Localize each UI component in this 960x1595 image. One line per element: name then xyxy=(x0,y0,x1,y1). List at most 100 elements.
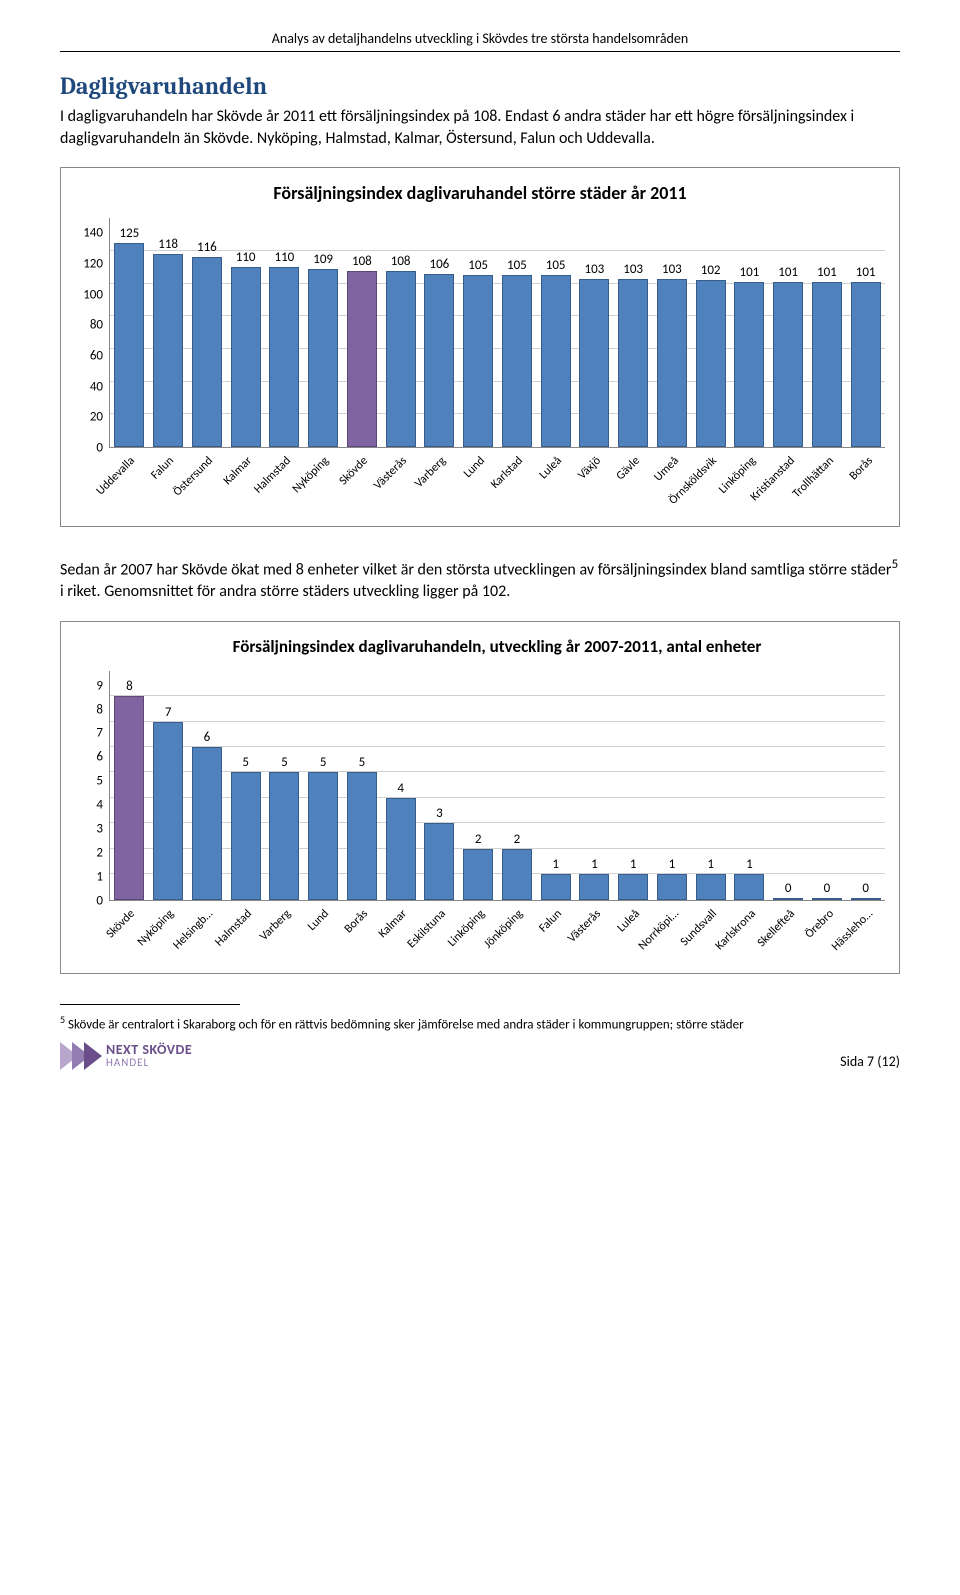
bar: 7 xyxy=(153,722,183,900)
chart-1: Försäljningsindex daglivaruhandel större… xyxy=(60,167,900,527)
bar: 2 xyxy=(502,849,532,900)
bar-value-label: 5 xyxy=(320,755,327,770)
bar: 1 xyxy=(618,874,648,899)
bar-value-label: 1 xyxy=(707,857,714,872)
bar: 5 xyxy=(347,772,377,899)
y-tick: 60 xyxy=(75,349,103,364)
bar: 105 xyxy=(463,275,493,447)
bar: 101 xyxy=(734,282,764,447)
bar-value-label: 102 xyxy=(701,263,721,278)
y-tick: 20 xyxy=(75,410,103,425)
bar-value-label: 103 xyxy=(623,262,643,277)
bar-value-label: 6 xyxy=(204,730,211,745)
bar-value-label: 0 xyxy=(824,881,831,896)
bar-value-label: 0 xyxy=(785,881,792,896)
bar: 110 xyxy=(231,267,261,447)
bar-value-label: 109 xyxy=(313,252,333,267)
chart-2-plot: 87655554322111111000 xyxy=(109,671,885,901)
bar: 1 xyxy=(541,874,571,899)
bar: 0 xyxy=(812,898,842,900)
bar: 0 xyxy=(851,898,881,900)
y-tick: 5 xyxy=(75,774,103,789)
bar: 103 xyxy=(579,279,609,447)
x-tick-label: Kalmar xyxy=(376,907,410,941)
y-tick: 1 xyxy=(75,869,103,884)
bar-value-label: 110 xyxy=(274,250,294,265)
bar: 125 xyxy=(114,243,144,447)
bar-value-label: 7 xyxy=(165,705,172,720)
x-tick-label: Skövde xyxy=(104,907,138,941)
y-tick: 7 xyxy=(75,726,103,741)
bar-value-label: 108 xyxy=(352,254,372,269)
bar: 109 xyxy=(308,269,338,447)
bar: 1 xyxy=(696,874,726,899)
bar-value-label: 5 xyxy=(242,755,249,770)
bar: 103 xyxy=(657,279,687,447)
x-tick-label: Luleå xyxy=(614,907,642,935)
bar: 108 xyxy=(386,271,416,448)
bar-value-label: 2 xyxy=(475,832,482,847)
bar: 5 xyxy=(308,772,338,899)
bar: 8 xyxy=(114,696,144,900)
x-tick-label: Kalmar xyxy=(221,454,255,488)
bar-value-label: 0 xyxy=(862,881,869,896)
logo-sub-text: HANDEL xyxy=(106,1057,192,1068)
chart-2-x-axis: SkövdeNyköpingHelsingb…HalmstadVarbergLu… xyxy=(109,901,885,967)
bar-value-label: 1 xyxy=(746,857,753,872)
y-tick: 100 xyxy=(75,287,103,302)
x-tick-label: Skövde xyxy=(337,454,371,488)
bar-value-label: 1 xyxy=(630,857,637,872)
chart-1-x-axis: UddevallaFalunÖstersundKalmarHalmstadNyk… xyxy=(109,448,885,520)
x-tick-label: Växjö xyxy=(575,454,603,482)
logo-main-text: NEXT SKÖVDE xyxy=(106,1043,192,1057)
bar: 110 xyxy=(269,267,299,447)
bar-value-label: 101 xyxy=(817,265,837,280)
bar: 1 xyxy=(734,874,764,899)
bar: 4 xyxy=(386,798,416,900)
bar: 105 xyxy=(502,275,532,447)
x-tick-label: Uddevalla xyxy=(94,454,138,498)
bar-value-label: 116 xyxy=(197,240,217,255)
bar: 106 xyxy=(424,274,454,447)
chart-1-y-axis: 020406080100120140 xyxy=(75,218,109,448)
bar: 1 xyxy=(657,874,687,899)
y-tick: 2 xyxy=(75,845,103,860)
bar: 101 xyxy=(851,282,881,447)
bar: 5 xyxy=(231,772,261,899)
x-tick-label: Lund xyxy=(305,907,332,934)
chevron-icon xyxy=(84,1042,102,1070)
bar-value-label: 108 xyxy=(391,254,411,269)
bar: 2 xyxy=(463,849,493,900)
bar-value-label: 101 xyxy=(739,265,759,280)
bar-value-label: 4 xyxy=(397,781,404,796)
bar-value-label: 1 xyxy=(669,857,676,872)
page-number: Sida 7 (12) xyxy=(840,1053,900,1070)
paragraph-1: I dagligvaruhandeln har Skövde år 2011 e… xyxy=(60,106,900,149)
footnote-separator xyxy=(60,1004,240,1005)
bar-value-label: 125 xyxy=(119,226,139,241)
bar-value-label: 105 xyxy=(468,258,488,273)
y-tick: 0 xyxy=(75,441,103,456)
x-tick-label: Borås xyxy=(846,454,875,483)
bar-value-label: 103 xyxy=(584,262,604,277)
x-tick-label: Borås xyxy=(342,907,371,936)
bar: 3 xyxy=(424,823,454,899)
bar: 1 xyxy=(579,874,609,899)
bar-value-label: 110 xyxy=(236,250,256,265)
x-tick-label: Luleå xyxy=(537,454,565,482)
bar: 118 xyxy=(153,254,183,447)
y-tick: 6 xyxy=(75,750,103,765)
bar-value-label: 5 xyxy=(281,755,288,770)
x-tick-label: Umeå xyxy=(651,454,681,484)
bar-value-label: 1 xyxy=(552,857,559,872)
x-tick-label: Örebro xyxy=(802,907,836,941)
bar: 103 xyxy=(618,279,648,447)
paragraph-2: Sedan år 2007 har Skövde ökat med 8 enhe… xyxy=(60,555,900,603)
chart-1-plot: 125 118 116 110 110 109 108 108 106 105 105 105 103 1… xyxy=(109,218,885,448)
y-tick: 4 xyxy=(75,798,103,813)
bar: 102 xyxy=(696,280,726,447)
bar-value-label: 105 xyxy=(546,258,566,273)
footnote: 5 Skövde är centralort i Skaraborg och f… xyxy=(60,1013,900,1034)
bar: 5 xyxy=(269,772,299,899)
bar: 108 xyxy=(347,271,377,448)
